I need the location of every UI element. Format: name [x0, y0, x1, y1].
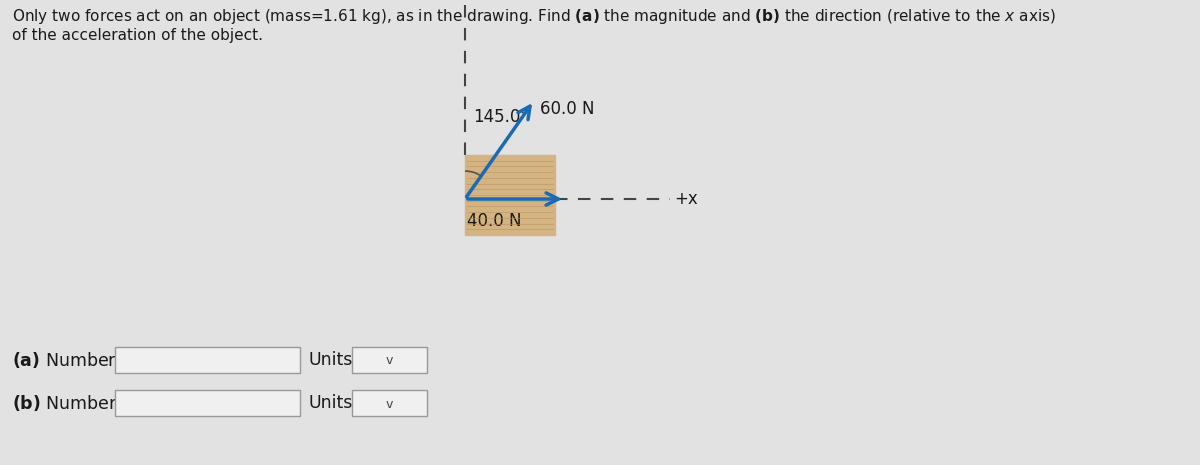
Text: v: v — [386, 398, 394, 411]
Bar — [115, 390, 300, 416]
Bar — [115, 347, 300, 373]
Text: $\mathbf{(b)}$ Number: $\mathbf{(b)}$ Number — [12, 393, 118, 413]
Text: 40.0 N: 40.0 N — [467, 212, 522, 230]
Text: $\mathbf{(a)}$ Number: $\mathbf{(a)}$ Number — [12, 350, 116, 370]
Bar — [466, 155, 554, 235]
Text: +x: +x — [674, 190, 697, 208]
Text: 60.0 N: 60.0 N — [540, 100, 594, 118]
Text: Only two forces act on an object (mass=1.61 kg), as in the drawing. Find $\mathb: Only two forces act on an object (mass=1… — [12, 7, 1056, 26]
Text: Units: Units — [308, 351, 353, 369]
Bar — [352, 347, 427, 373]
Text: Units: Units — [308, 394, 353, 412]
Text: v: v — [386, 354, 394, 367]
Text: of the acceleration of the object.: of the acceleration of the object. — [12, 28, 263, 43]
Text: 145.0°: 145.0° — [473, 108, 529, 126]
Bar — [352, 390, 427, 416]
